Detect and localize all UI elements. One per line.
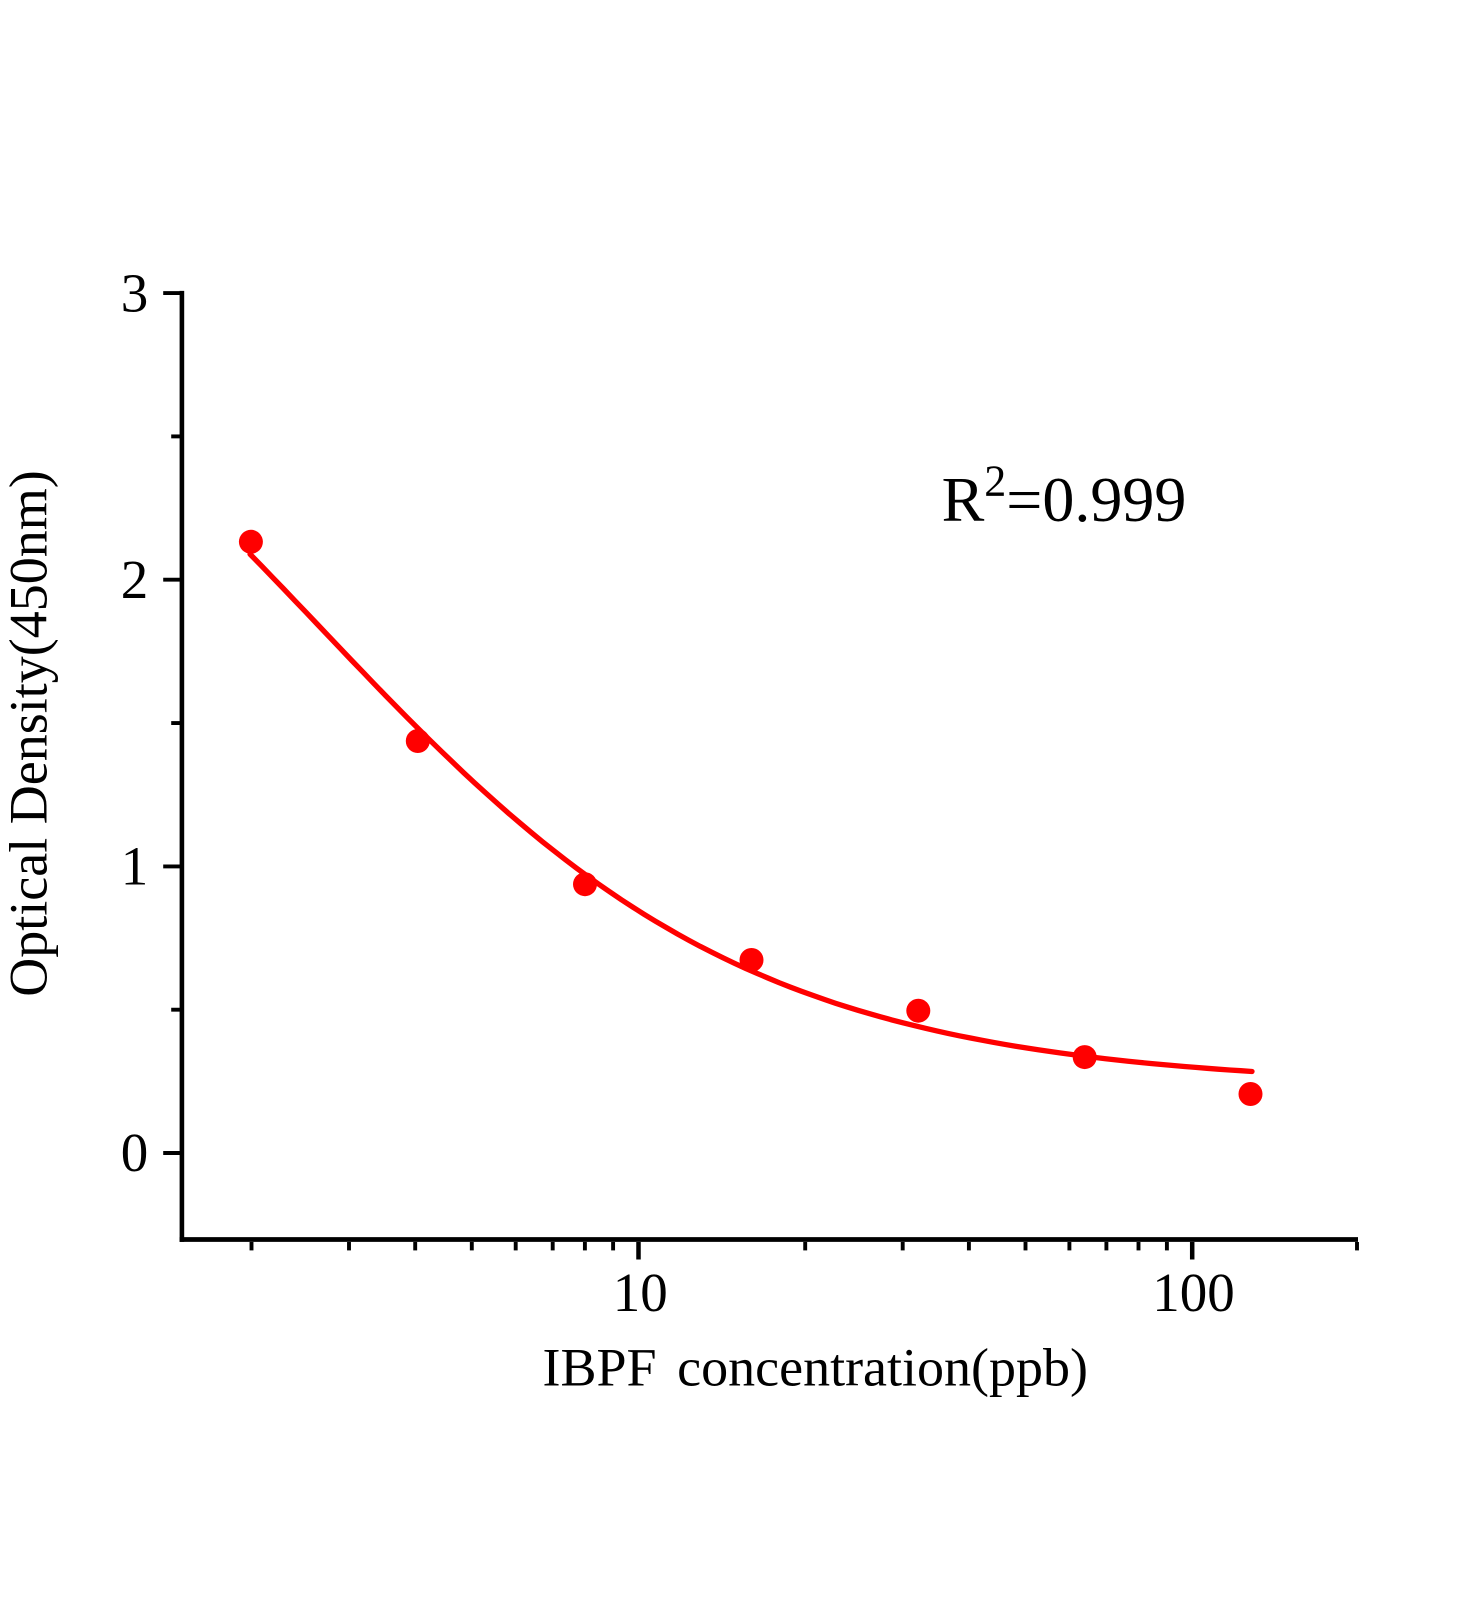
svg-text:10: 10 — [613, 1262, 668, 1323]
svg-text:1: 1 — [121, 836, 149, 897]
svg-text:R2=0.999: R2=0.999 — [942, 456, 1187, 535]
svg-text:3: 3 — [121, 262, 149, 323]
svg-text:100: 100 — [1152, 1262, 1235, 1323]
svg-text:2: 2 — [121, 549, 149, 610]
svg-text:0: 0 — [121, 1122, 149, 1183]
svg-text:Optical Density(450nm): Optical Density(450nm) — [0, 470, 59, 996]
